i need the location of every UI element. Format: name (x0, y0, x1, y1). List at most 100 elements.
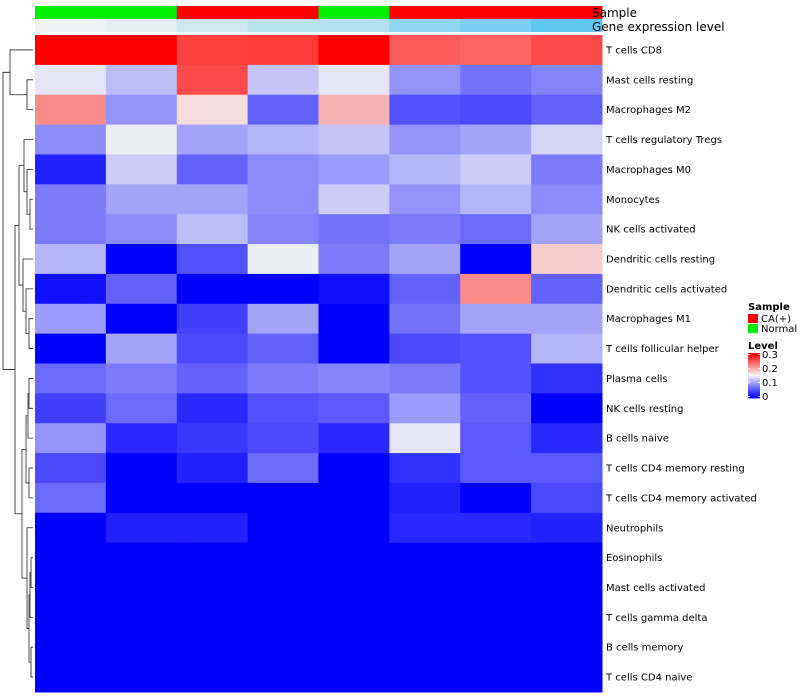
heatmap-cell (389, 154, 461, 185)
heatmap-cell (35, 632, 107, 663)
heatmap-cell (105, 602, 178, 633)
legend-gradient-step (748, 367, 760, 369)
heatmap-cell (531, 542, 603, 574)
legend-gradient-step (748, 380, 760, 382)
legend-gradient-step (748, 372, 760, 374)
heatmap-cell (176, 482, 249, 514)
legend: Sample Level CA(+)Normal 0.3 0.2 0.1 0 (748, 302, 797, 403)
dendrogram-branch (23, 139, 33, 193)
heatmap-cell (35, 303, 107, 335)
heatmap-cell (460, 244, 532, 275)
heatmap-cell (35, 214, 107, 245)
row-label: T cells CD8 (605, 45, 662, 56)
dendrogram-branch (28, 318, 33, 349)
legend-gradient-step (748, 364, 760, 366)
heatmap-cell (318, 214, 390, 245)
heatmap-cell (531, 662, 603, 693)
heatmap-cell (105, 124, 178, 155)
heatmap-cell (105, 333, 178, 364)
heatmap-cell (460, 482, 532, 514)
heatmap-cell (176, 393, 249, 424)
heatmap-cell (35, 363, 107, 394)
legend-gradient-step (748, 391, 760, 393)
heatmap-cell (460, 124, 532, 155)
heatmap-cell (247, 542, 319, 574)
heatmap-cell (389, 453, 461, 484)
heatmap-cell (105, 632, 178, 663)
legend-tick-label: 0.1 (762, 378, 778, 389)
row-label: Mast cells resting (606, 75, 693, 86)
sample-annotation-cell (318, 6, 390, 19)
heatmap-cell (318, 124, 390, 155)
heatmap-cell (318, 363, 390, 394)
legend-tick-label: 0.3 (762, 350, 778, 361)
legend-gradient-step (748, 386, 760, 388)
heatmap-cell (531, 363, 603, 394)
row-label: Neutrophils (606, 523, 663, 534)
legend-gradient-step (748, 390, 760, 392)
row-label: NK cells resting (606, 404, 683, 415)
expression-annotation-cell (35, 19, 107, 32)
heatmap-cell (105, 273, 178, 305)
heatmap-cell (176, 154, 249, 185)
legend-label: CA(+) (761, 314, 791, 325)
heatmap-cell (247, 35, 319, 66)
legend-gradient-step (748, 359, 760, 361)
heatmap-cell (389, 333, 461, 364)
heatmap-cell (318, 273, 390, 305)
legend-gradient-step (748, 392, 760, 394)
heatmap-cell (247, 602, 319, 633)
row-label: T cells CD4 memory resting (605, 464, 745, 475)
row-label: Eosinophils (606, 553, 662, 564)
heatmap-cell (105, 244, 178, 275)
heatmap-cell (318, 602, 390, 633)
heatmap-cell (389, 542, 461, 574)
legend-gradient-step (748, 395, 760, 397)
row-label: T cells follicular helper (605, 344, 720, 355)
row-label: Macrophages M1 (606, 314, 691, 325)
row-label: B cells naive (606, 434, 669, 445)
expression-annotation-bar (35, 19, 603, 32)
heatmap-cell (35, 482, 107, 514)
heatmap-cell (389, 363, 461, 394)
heatmap-cell (460, 393, 532, 424)
heatmap-cell (35, 154, 107, 185)
heatmap-cell (531, 124, 603, 155)
heatmap-cell (531, 572, 603, 603)
heatmap-cell (389, 512, 461, 544)
heatmap-cell (531, 482, 603, 514)
sample-annotation-cell (247, 6, 319, 19)
dendrogram-branch (14, 224, 22, 515)
row-label: Macrophages M0 (606, 165, 691, 176)
heatmap-cell (105, 453, 178, 484)
legend-gradient-step (748, 370, 760, 372)
heatmap-cell (531, 303, 603, 335)
legend-gradient-step (748, 385, 760, 387)
heatmap-cell (35, 662, 107, 693)
heatmap-cell (35, 333, 107, 364)
heatmap-cell (389, 393, 461, 424)
heatmap-cells (35, 35, 603, 693)
legend-gradient-step (748, 355, 760, 357)
dendrogram-branch (22, 258, 33, 312)
row-label: Monocytes (606, 195, 660, 206)
legend-swatch (748, 324, 758, 333)
sample-annotation-cell (531, 6, 603, 19)
heatmap-cell (176, 453, 249, 484)
legend-gradient-step (748, 389, 760, 391)
heatmap-cell (318, 244, 390, 275)
heatmap-cell (105, 363, 178, 394)
expression-annotation-cell (460, 19, 532, 32)
heatmap-cell (318, 393, 390, 424)
heatmap-cell (460, 632, 532, 663)
sample-annotation-bar (35, 6, 603, 19)
legend-gradient-step (748, 394, 760, 396)
heatmap-cell (318, 632, 390, 663)
row-label: Dendritic cells activated (606, 284, 727, 295)
heatmap-cell (35, 542, 107, 574)
heatmap-cell (389, 273, 461, 305)
expression-annotation-cell (247, 19, 319, 32)
legend-gradient-step (748, 396, 760, 398)
legend-gradient-step (748, 368, 760, 370)
heatmap-cell (176, 363, 249, 394)
